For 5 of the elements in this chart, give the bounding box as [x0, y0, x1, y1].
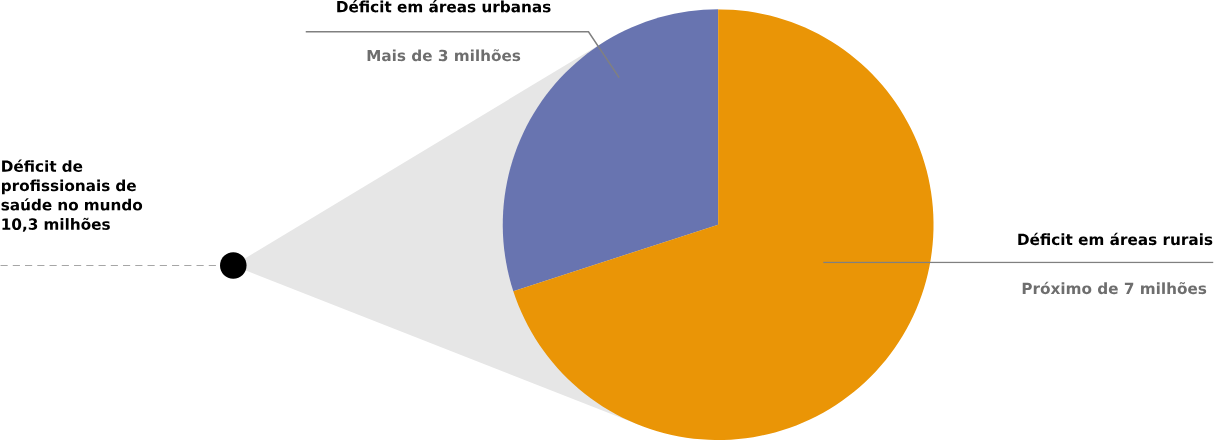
slice-label: Déficit em áreas urbanas — [337, 0, 551, 13]
data-label: Próximo de 7 milhões — [1022, 281, 1207, 295]
slice-label: Déficit em áreas rurais — [1018, 232, 1213, 246]
data-label: Mais de 3 milhões — [367, 49, 521, 62]
text: Déficit de profissionais de saúde no mundo 10,3 milhões — [1, 159, 143, 232]
